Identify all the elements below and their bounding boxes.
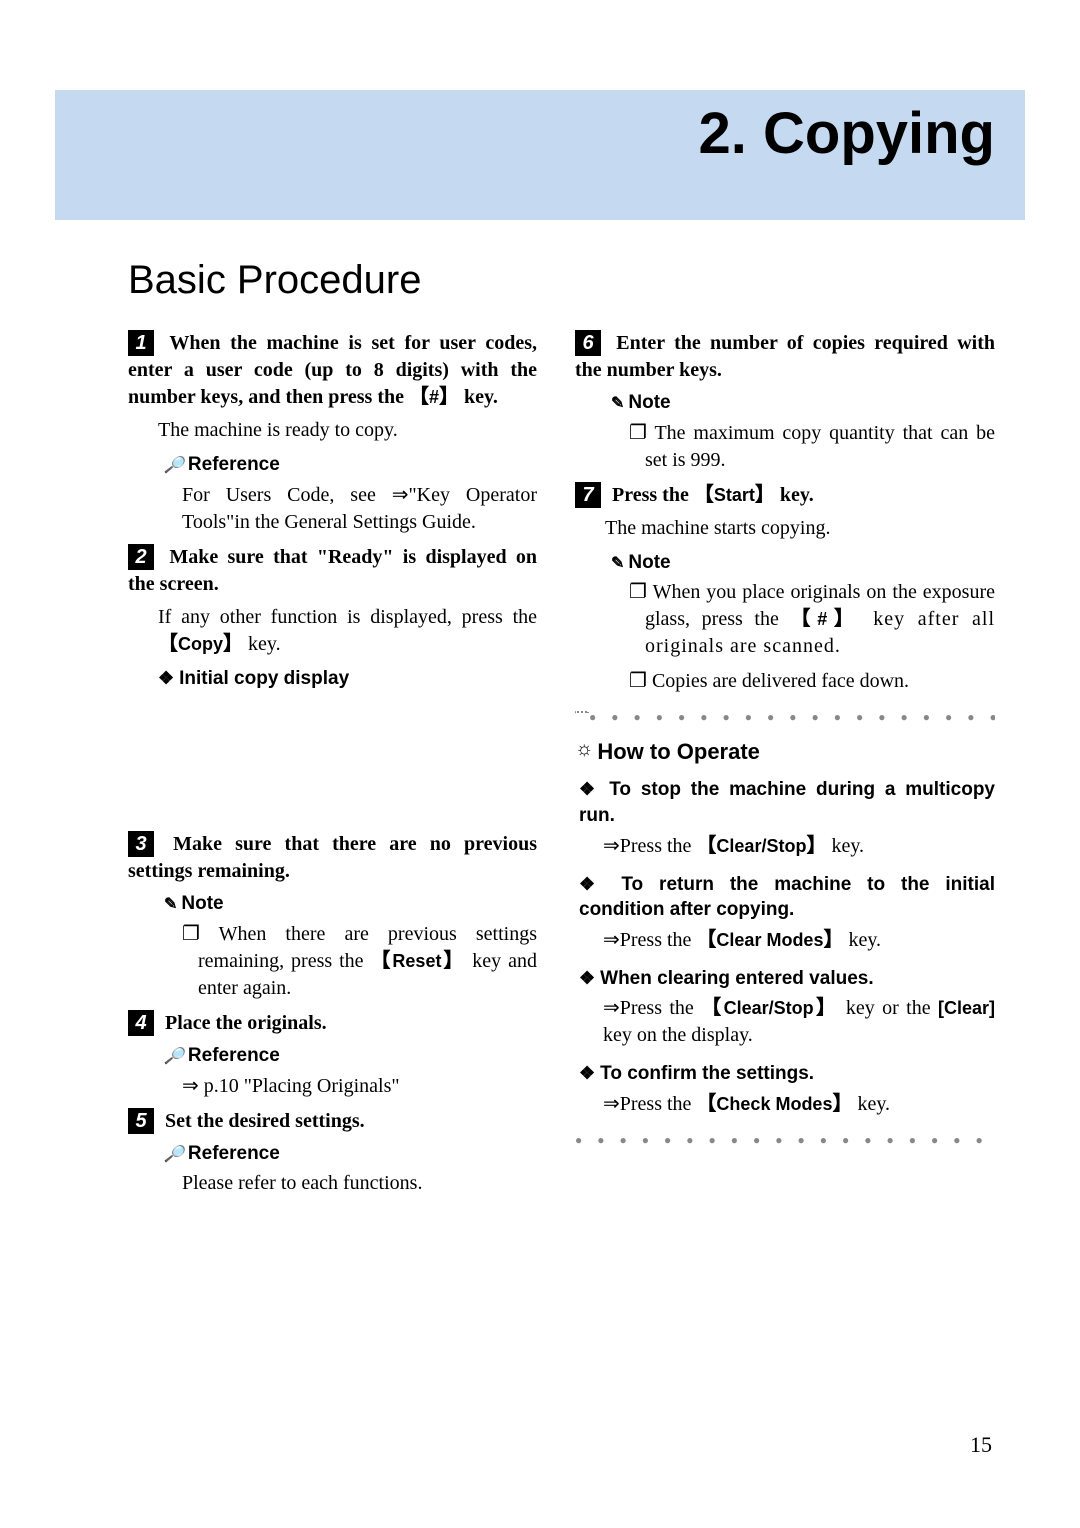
step-1-head: 1 When the machine is set for user codes… bbox=[128, 330, 537, 411]
initial-copy-display-head: Initial copy display bbox=[158, 666, 537, 692]
note-body-3: When there are previous settings remaini… bbox=[182, 921, 537, 1002]
chapter-title: 2. Copying bbox=[699, 100, 995, 167]
step-5-text: Set the desired settings. bbox=[165, 1110, 365, 1132]
clear-stop-key: Clear/Stop bbox=[716, 836, 806, 856]
step-7-head: 7 Press the 【Start】 key. bbox=[575, 482, 995, 509]
clear-stop-key-2: Clear/Stop bbox=[724, 998, 814, 1018]
reference-label-1: Reference bbox=[164, 452, 537, 478]
how-to-operate-head: ☼How to Operate bbox=[575, 737, 995, 767]
tip-3-head: When clearing entered values. bbox=[579, 966, 995, 992]
step-3-head: 3 Make sure that there are no previous s… bbox=[128, 831, 537, 885]
check-modes-key: Check Modes bbox=[716, 1094, 832, 1114]
step-6-text: Enter the number of copies required with… bbox=[575, 332, 995, 381]
section-title: Basic Procedure bbox=[128, 258, 421, 303]
dotted-divider-top: ● ● ● ● ● ● ● ● ● ● ● ● ● ● ● ● ● ● ● ● … bbox=[575, 709, 995, 727]
step-number-5: 5 bbox=[128, 1108, 154, 1134]
hash-key-2: # bbox=[817, 609, 827, 629]
note-label-3: Note bbox=[164, 891, 537, 917]
step-7-body: The machine starts copying. bbox=[605, 515, 995, 542]
step-7-pre: Press the bbox=[612, 484, 694, 506]
note-label-6: Note bbox=[611, 390, 995, 416]
page-number: 15 bbox=[970, 1432, 992, 1458]
tip-4-head: To confirm the settings. bbox=[579, 1061, 995, 1087]
reference-body-5: Please refer to each functions. bbox=[182, 1170, 537, 1197]
sun-icon: ☼ bbox=[575, 738, 593, 760]
step-1-tail: key. bbox=[459, 386, 498, 408]
step-6-head: 6 Enter the number of copies required wi… bbox=[575, 330, 995, 384]
tip-4-body: ⇒Press the 【Check Modes】 key. bbox=[603, 1091, 995, 1118]
step-1-body: The machine is ready to copy. bbox=[158, 417, 537, 444]
reference-body-4: ⇒ p.10 "Placing Originals" bbox=[182, 1073, 537, 1100]
content-columns: 1 When the machine is set for user codes… bbox=[128, 330, 995, 1205]
start-key: Start bbox=[714, 485, 755, 505]
tip-1-head: To stop the machine during a multicopy r… bbox=[579, 777, 995, 828]
step-3-text: Make sure that there are no previous set… bbox=[128, 833, 537, 882]
note-body-7b: Copies are delivered face down. bbox=[629, 668, 995, 695]
copy-key: Copy bbox=[178, 634, 223, 654]
step-2-head: 2 Make sure that "Ready" is displayed on… bbox=[128, 544, 537, 598]
step-number-3: 3 bbox=[128, 831, 154, 857]
step-number-2: 2 bbox=[128, 544, 154, 570]
tip-2-head: To return the machine to the initial con… bbox=[579, 872, 995, 923]
step-2-text: Make sure that "Ready" is displayed on t… bbox=[128, 546, 537, 595]
reference-label-5: Reference bbox=[164, 1141, 537, 1167]
left-column: 1 When the machine is set for user codes… bbox=[128, 330, 537, 1205]
step-4-head: 4 Place the originals. bbox=[128, 1010, 537, 1037]
step-5-head: 5 Set the desired settings. bbox=[128, 1108, 537, 1135]
dotted-divider-bottom: ● ● ● ● ● ● ● ● ● ● ● ● ● ● ● ● ● ● ● ● … bbox=[575, 1132, 995, 1150]
right-column: 6 Enter the number of copies required wi… bbox=[575, 330, 995, 1205]
step-4-text: Place the originals. bbox=[165, 1012, 327, 1034]
clear-modes-key: Clear Modes bbox=[716, 930, 823, 950]
clear-key: [Clear] bbox=[938, 998, 995, 1018]
note-label-7: Note bbox=[611, 550, 995, 576]
tip-2-body: ⇒Press the 【Clear Modes】 key. bbox=[603, 927, 995, 954]
step-number-1: 1 bbox=[128, 330, 154, 356]
reset-key: Reset bbox=[392, 951, 441, 971]
note-body-7a: When you place originals on the exposure… bbox=[629, 579, 995, 660]
tip-1-body: ⇒Press the 【Clear/Stop】 key. bbox=[603, 833, 995, 860]
note-body-6: The maximum copy quantity that can be se… bbox=[629, 420, 995, 474]
step-number-6: 6 bbox=[575, 330, 601, 356]
step-2-body: If any other function is displayed, pres… bbox=[158, 604, 537, 658]
reference-label-4: Reference bbox=[164, 1043, 537, 1069]
reference-body-1: For Users Code, see ⇒"Key Operator Tools… bbox=[182, 482, 537, 536]
step-number-4: 4 bbox=[128, 1010, 154, 1036]
step-7-post: key. bbox=[775, 484, 814, 506]
step-number-7: 7 bbox=[575, 482, 601, 508]
hash-key: # bbox=[429, 387, 439, 407]
tip-3-body: ⇒Press the 【Clear/Stop】 key or the [Clea… bbox=[603, 995, 995, 1049]
